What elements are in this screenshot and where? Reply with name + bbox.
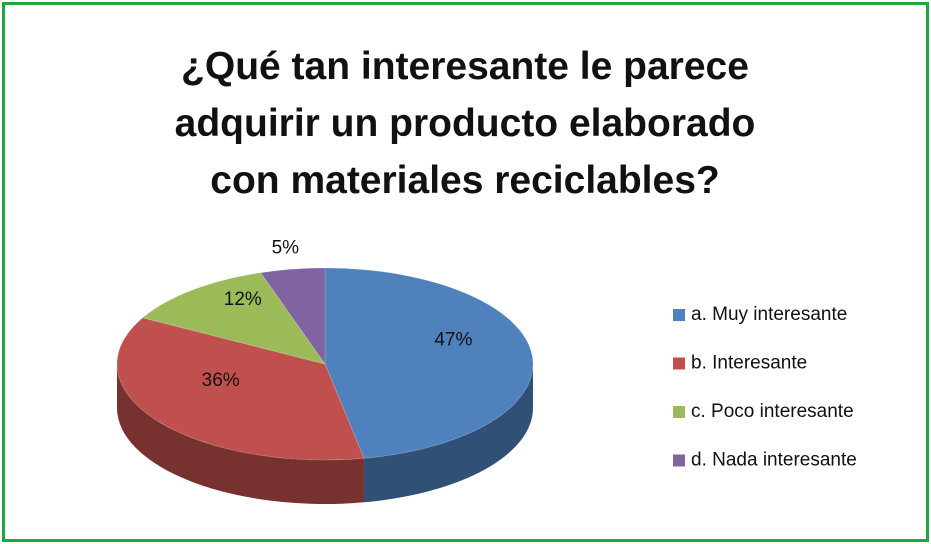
legend-swatch [673,309,685,321]
slice [116,317,365,461]
data-label: 36% [202,370,240,391]
slice [141,272,327,365]
slice [259,267,326,366]
legend-swatch [673,454,685,467]
legend-swatch [673,357,685,370]
slice-side [117,364,364,505]
legend-swatch [673,406,685,418]
data-label: 5% [272,237,300,258]
chart-title: ¿Qué tan interesante le parece adquirir … [174,45,756,202]
data-label: 12% [224,289,262,310]
legend-label: c. Poco interesante [691,401,854,422]
legend-label: d. Nada interesante [691,450,857,471]
slice-side [363,364,533,503]
legend-label: b. Interesante [691,353,807,374]
slice [324,267,534,459]
legend-label: a. Muy interesante [691,304,847,325]
data-label: 47% [434,329,472,350]
